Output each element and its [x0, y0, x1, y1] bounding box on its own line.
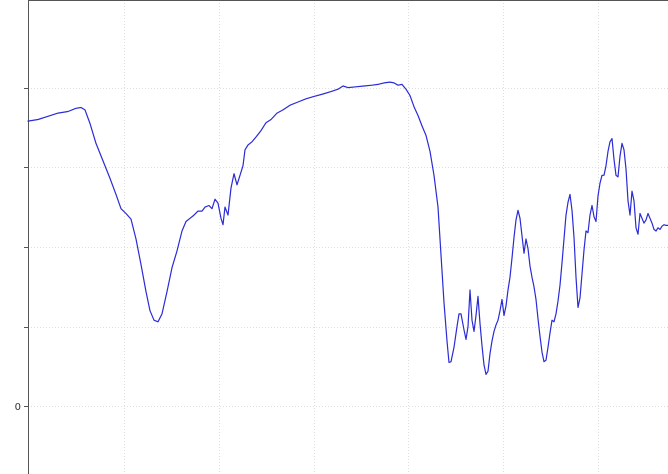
- tick-layer: 0: [15, 88, 28, 413]
- axis-layer: [28, 0, 668, 474]
- y-tick-label: 0: [15, 402, 21, 413]
- series-layer: [27, 81, 668, 375]
- grid-layer: [28, 0, 668, 474]
- series-line: [27, 81, 668, 375]
